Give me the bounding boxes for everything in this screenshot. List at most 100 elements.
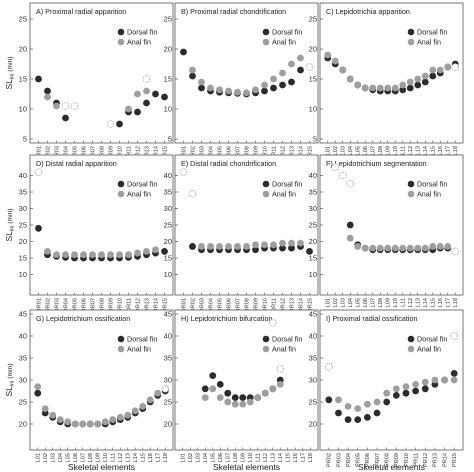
data-point-anal (261, 389, 269, 397)
data-point-anal (339, 66, 347, 74)
x-tick-label: L06 (363, 146, 369, 155)
y-tick-label: 30 (164, 204, 172, 213)
legend-label-anal: Anal fin (127, 38, 151, 47)
x-tick-label: DR10 (262, 298, 268, 312)
x-tick-label: PR09 (253, 146, 259, 160)
x-tick-label: DR08 (99, 298, 105, 312)
x-tick-label: PR02 (190, 146, 196, 160)
y-tick-label: 20 (309, 420, 317, 429)
data-point-dorsal (421, 78, 429, 86)
data-point-anal (62, 251, 69, 259)
legend-marker-dorsal (117, 28, 125, 36)
data-point-dorsal (279, 244, 286, 252)
data-point-anal (71, 251, 78, 259)
y-tick-label: 20 (19, 237, 27, 246)
data-point-dorsal (306, 248, 313, 255)
y-axis-label: SLini (mm) (4, 56, 16, 89)
data-point-open (269, 319, 277, 327)
x-tick-label: L07 (226, 453, 232, 462)
x-tick-label: PR14 (442, 453, 448, 467)
x-tick-label: L04 (58, 453, 64, 462)
y-tick-label: 35 (309, 354, 317, 363)
data-point-anal (124, 411, 132, 419)
data-point-anal (261, 241, 268, 249)
y-axis-label-main: SL (4, 231, 14, 242)
data-point-dorsal (35, 224, 42, 232)
panel-title: G) Lepidotrichium ossification (36, 314, 130, 323)
data-point-dorsal (399, 86, 407, 94)
y-tick-label: 10 (309, 270, 317, 279)
data-point-dorsal (261, 87, 268, 95)
y-tick-label: 25 (19, 221, 27, 230)
data-point-anal (225, 243, 232, 250)
x-tick-label: L16 (148, 453, 154, 462)
x-tick-label: DR03 (199, 298, 205, 312)
y-tick-label: 45 (164, 310, 172, 319)
x-tick-label: PR05 (217, 146, 223, 160)
data-point-dorsal (161, 248, 168, 255)
x-tick-label: L11 (401, 146, 407, 155)
x-tick-label: PR12 (280, 146, 286, 160)
data-point-anal (234, 88, 241, 96)
data-point-open (451, 247, 460, 256)
panel-title: F) Lepidotrichium segmentation (326, 159, 427, 168)
panel-title: D) Distal radial apparition (36, 159, 117, 168)
panel-title: A) Proximal radial apparition (36, 7, 126, 16)
data-point-dorsal (392, 392, 400, 399)
x-tick-label: DR09 (253, 298, 259, 312)
panel-4: D) Distal radial apparition Dorsal finAna… (19, 154, 174, 312)
legend-label-dorsal: Dorsal fin (417, 28, 447, 37)
y-tick-label: 30 (164, 376, 172, 385)
data-point-open (161, 385, 170, 393)
data-point-anal (34, 383, 42, 390)
legend-label-anal: Anal fin (127, 190, 151, 199)
data-point-anal (331, 57, 339, 65)
legend-marker-dorsal (262, 180, 270, 188)
y-tick-label: 25 (19, 398, 27, 407)
x-tick-label: L18 (163, 453, 169, 462)
data-point-dorsal (116, 120, 123, 128)
legend-marker-dorsal (407, 28, 415, 36)
panel-frame (29, 154, 174, 296)
data-point-anal (107, 251, 114, 259)
data-point-dorsal (143, 99, 150, 107)
panel-title: C) Lepidotrichia apparition (326, 7, 410, 16)
x-tick-label: DR04 (63, 298, 69, 312)
x-tick-label: L18 (308, 453, 314, 462)
y-tick-label: 10 (19, 270, 27, 279)
data-point-anal (116, 414, 124, 421)
x-tick-label: DR05 (217, 298, 223, 312)
legend-marker-anal (407, 345, 415, 353)
data-point-anal (49, 411, 57, 419)
data-point-dorsal (152, 90, 159, 98)
y-tick-label: 40 (309, 332, 317, 341)
data-point-anal (354, 81, 362, 89)
data-point-dorsal (224, 389, 232, 397)
x-tick-label: DR02 (190, 298, 196, 312)
x-tick-label: PR09 (394, 453, 400, 467)
x-tick-label: L04 (203, 453, 209, 462)
x-tick-label: L10 (393, 146, 399, 155)
data-point-anal (252, 86, 259, 94)
data-point-anal (436, 66, 444, 74)
data-point-dorsal (363, 414, 371, 421)
data-point-anal (369, 84, 377, 92)
x-tick-label: PR04 (208, 146, 214, 160)
data-point-anal (414, 244, 422, 252)
x-tick-label: L13 (416, 298, 422, 307)
legend-label-dorsal: Dorsal fin (272, 28, 302, 37)
data-point-dorsal (421, 385, 429, 393)
data-point-anal (231, 400, 239, 408)
x-tick-label: L17 (446, 298, 452, 307)
y-tick-label: 15 (164, 75, 172, 84)
x-tick-label: PR11 (271, 146, 277, 160)
data-point-anal (376, 84, 384, 92)
data-point-open (106, 120, 115, 128)
panel-title: I) Proximal radial ossification (326, 314, 417, 323)
x-tick-label: PR10 (404, 453, 410, 467)
legend-label-anal: Anal fin (417, 38, 441, 47)
y-tick-label: 25 (309, 15, 317, 24)
data-point-dorsal (346, 221, 354, 229)
data-point-dorsal (429, 72, 437, 80)
data-point-anal (216, 394, 224, 401)
